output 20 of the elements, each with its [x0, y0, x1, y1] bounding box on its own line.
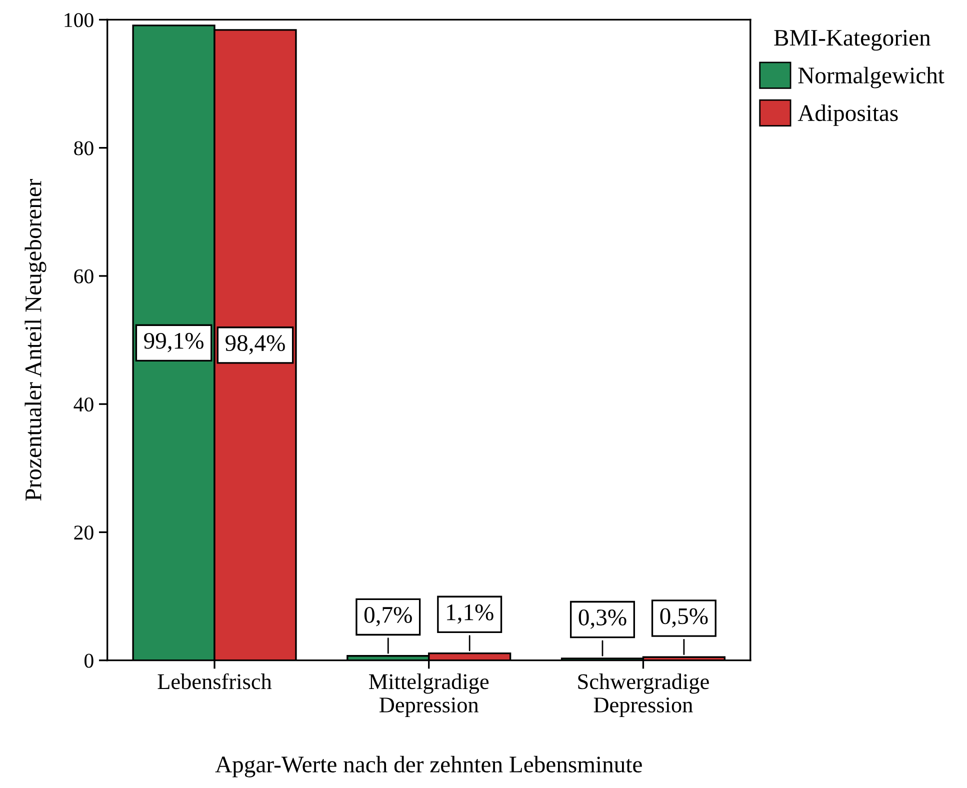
data-label: 99,1% [144, 332, 204, 352]
y-axis-title: Prozentualer Anteil Neugeborener [24, 178, 46, 501]
y-tick-label: 20 [74, 526, 94, 540]
x-tick-label: Lebensfrisch [158, 673, 272, 690]
y-tick-label: 40 [74, 397, 94, 412]
data-label: 1,1% [447, 604, 494, 624]
x-axis-title: Apgar-Werte nach der zehnten Lebensminute [215, 756, 642, 778]
y-tick-label: 100 [64, 13, 94, 28]
y-tick-label: 0 [84, 654, 94, 668]
data-label: 0,7% [364, 606, 412, 626]
y-tick-label: 80 [74, 141, 94, 156]
x-tick-label: Mittelgradige Depression [369, 674, 489, 717]
x-tick-label: Schwergradige Depression [578, 674, 709, 717]
legend-title: BMI-Kategorien [774, 30, 930, 51]
data-label: 0,5% [660, 608, 708, 628]
legend-label: Adipositas [798, 104, 898, 126]
y-tick-label: 60 [74, 269, 94, 284]
data-label: 98,4% [226, 335, 285, 354]
legend-label: Normalgewicht [798, 66, 944, 88]
data-label: 0,3% [578, 610, 626, 629]
